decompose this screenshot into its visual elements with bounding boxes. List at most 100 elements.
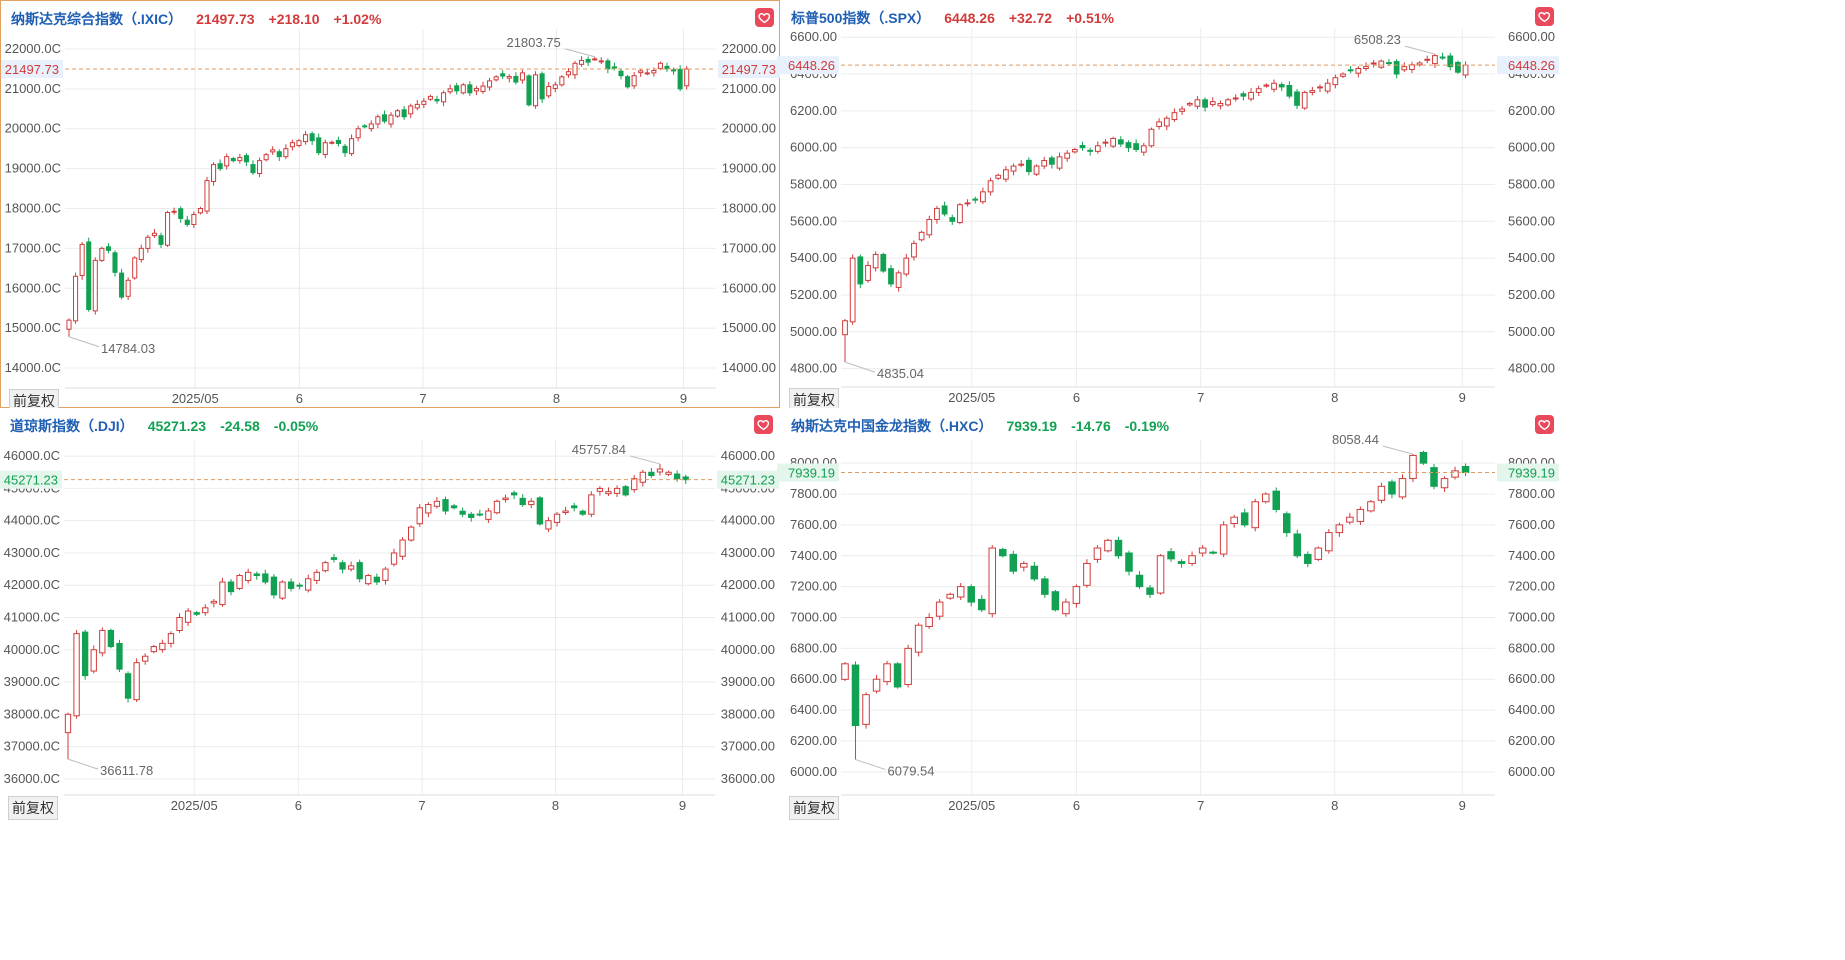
candle-body[interactable] (250, 164, 256, 174)
candle-body[interactable] (1378, 60, 1385, 68)
candle-body[interactable] (1347, 69, 1354, 72)
chart-panel-hxc[interactable]: 纳斯达克中国金龙指数（.HXC） 7939.19 -14.76 -0.19% 6000.… (777, 408, 1561, 820)
candle-body[interactable] (1393, 61, 1400, 75)
candle-body[interactable] (184, 610, 192, 623)
candle-body[interactable] (1240, 93, 1247, 97)
candle-body[interactable] (1447, 55, 1454, 68)
candle-body[interactable] (935, 601, 944, 617)
candle-body[interactable] (1419, 451, 1428, 464)
candle-body[interactable] (1020, 562, 1028, 568)
candle-body[interactable] (1248, 91, 1254, 100)
favorite-heart-icon[interactable] (755, 8, 774, 27)
candle-body[interactable] (977, 598, 986, 611)
candle-body[interactable] (133, 662, 140, 701)
candle-body[interactable] (381, 114, 387, 122)
candle-body[interactable] (671, 69, 677, 72)
candle-body[interactable] (1424, 58, 1431, 61)
candle-body[interactable] (1263, 84, 1270, 87)
candle-body[interactable] (625, 76, 631, 88)
candle-body[interactable] (296, 584, 303, 587)
candle-body[interactable] (639, 471, 646, 483)
candlestick-chart[interactable]: 4800.00 4800.00 5000.00 5000.00 5200.00 5200.… (777, 0, 1561, 408)
candle-body[interactable] (914, 624, 923, 653)
candle-body[interactable] (414, 103, 420, 109)
candle-body[interactable] (79, 243, 85, 277)
candle-body[interactable] (245, 571, 252, 581)
candle-body[interactable] (682, 476, 689, 481)
candle-body[interactable] (230, 157, 236, 162)
index-name[interactable]: 标普500指数（.SPX） (791, 10, 931, 26)
candle-body[interactable] (622, 486, 629, 496)
candle-body[interactable] (362, 125, 368, 128)
candle-body[interactable] (1003, 169, 1009, 180)
candle-body[interactable] (158, 235, 164, 245)
candle-body[interactable] (90, 649, 97, 672)
candle-body[interactable] (588, 494, 595, 515)
candle-body[interactable] (1117, 139, 1124, 145)
candle-body[interactable] (1110, 137, 1117, 147)
candle-body[interactable] (539, 73, 545, 100)
candle-body[interactable] (1033, 165, 1040, 175)
candle-body[interactable] (1104, 539, 1112, 552)
candle-body[interactable] (283, 148, 289, 158)
candle-body[interactable] (1340, 73, 1346, 77)
candle-body[interactable] (1304, 553, 1312, 564)
candle-body[interactable] (1255, 88, 1262, 93)
candle-body[interactable] (287, 581, 295, 589)
candle-body[interactable] (956, 586, 965, 598)
candle-body[interactable] (1386, 62, 1392, 65)
candle-body[interactable] (865, 264, 871, 281)
candle-body[interactable] (263, 154, 269, 161)
candle-body[interactable] (335, 139, 341, 144)
candle-body[interactable] (434, 98, 440, 102)
candle-body[interactable] (1062, 601, 1070, 615)
candle-body[interactable] (1439, 56, 1446, 59)
candle-body[interactable] (309, 133, 315, 142)
favorite-heart-icon[interactable] (1535, 7, 1554, 26)
candle-body[interactable] (1335, 524, 1344, 534)
candle-body[interactable] (1156, 555, 1165, 594)
candle-body[interactable] (1156, 121, 1162, 128)
candle-body[interactable] (243, 155, 249, 163)
chart-panel-ixic[interactable]: 纳斯达克综合指数（.IXIC） 21497.73 +218.10 +1.02% 1400… (0, 0, 780, 413)
candle-body[interactable] (1114, 539, 1123, 557)
candle-body[interactable] (980, 191, 986, 203)
candle-body[interactable] (399, 539, 406, 557)
candle-body[interactable] (1251, 501, 1259, 529)
candle-body[interactable] (270, 149, 276, 153)
candle-body[interactable] (390, 552, 398, 565)
candle-body[interactable] (1271, 82, 1277, 90)
candle-body[interactable] (408, 526, 415, 541)
candle-body[interactable] (425, 504, 432, 514)
chart-panel-spx[interactable]: 标普500指数（.SPX） 6448.26 +32.72 +0.51% 4800.00 4… (777, 0, 1561, 412)
candle-body[interactable] (553, 513, 561, 523)
candle-body[interactable] (665, 471, 672, 475)
candle-body[interactable] (1041, 160, 1048, 167)
candle-body[interactable] (313, 571, 320, 581)
candle-body[interactable] (442, 499, 449, 512)
candle-body[interactable] (1048, 157, 1055, 165)
candle-body[interactable] (638, 70, 644, 74)
candle-body[interactable] (159, 642, 166, 651)
candle-body[interactable] (330, 557, 338, 560)
candle-body[interactable] (519, 72, 525, 81)
candle-body[interactable] (480, 85, 486, 92)
candle-body[interactable] (988, 547, 997, 615)
candle-body[interactable] (1167, 551, 1175, 560)
candle-body[interactable] (605, 491, 612, 495)
candle-body[interactable] (1186, 102, 1193, 106)
candle-body[interactable] (99, 629, 106, 654)
candlestick-chart[interactable]: 36000.0C 36000.00 37000.0C 37000.00 38000.0C… (0, 408, 780, 816)
candle-body[interactable] (1278, 84, 1285, 88)
adjust-restore-button[interactable]: 前复权 (8, 796, 58, 820)
candle-body[interactable] (1401, 66, 1408, 71)
candle-body[interactable] (217, 163, 223, 170)
candle-body[interactable] (1314, 547, 1323, 560)
candle-body[interactable] (1041, 578, 1049, 595)
candle-body[interactable] (862, 694, 870, 725)
candle-body[interactable] (150, 646, 157, 653)
candle-body[interactable] (142, 655, 149, 662)
candle-body[interactable] (872, 253, 879, 269)
candle-body[interactable] (459, 510, 466, 515)
candle-body[interactable] (1240, 512, 1249, 526)
